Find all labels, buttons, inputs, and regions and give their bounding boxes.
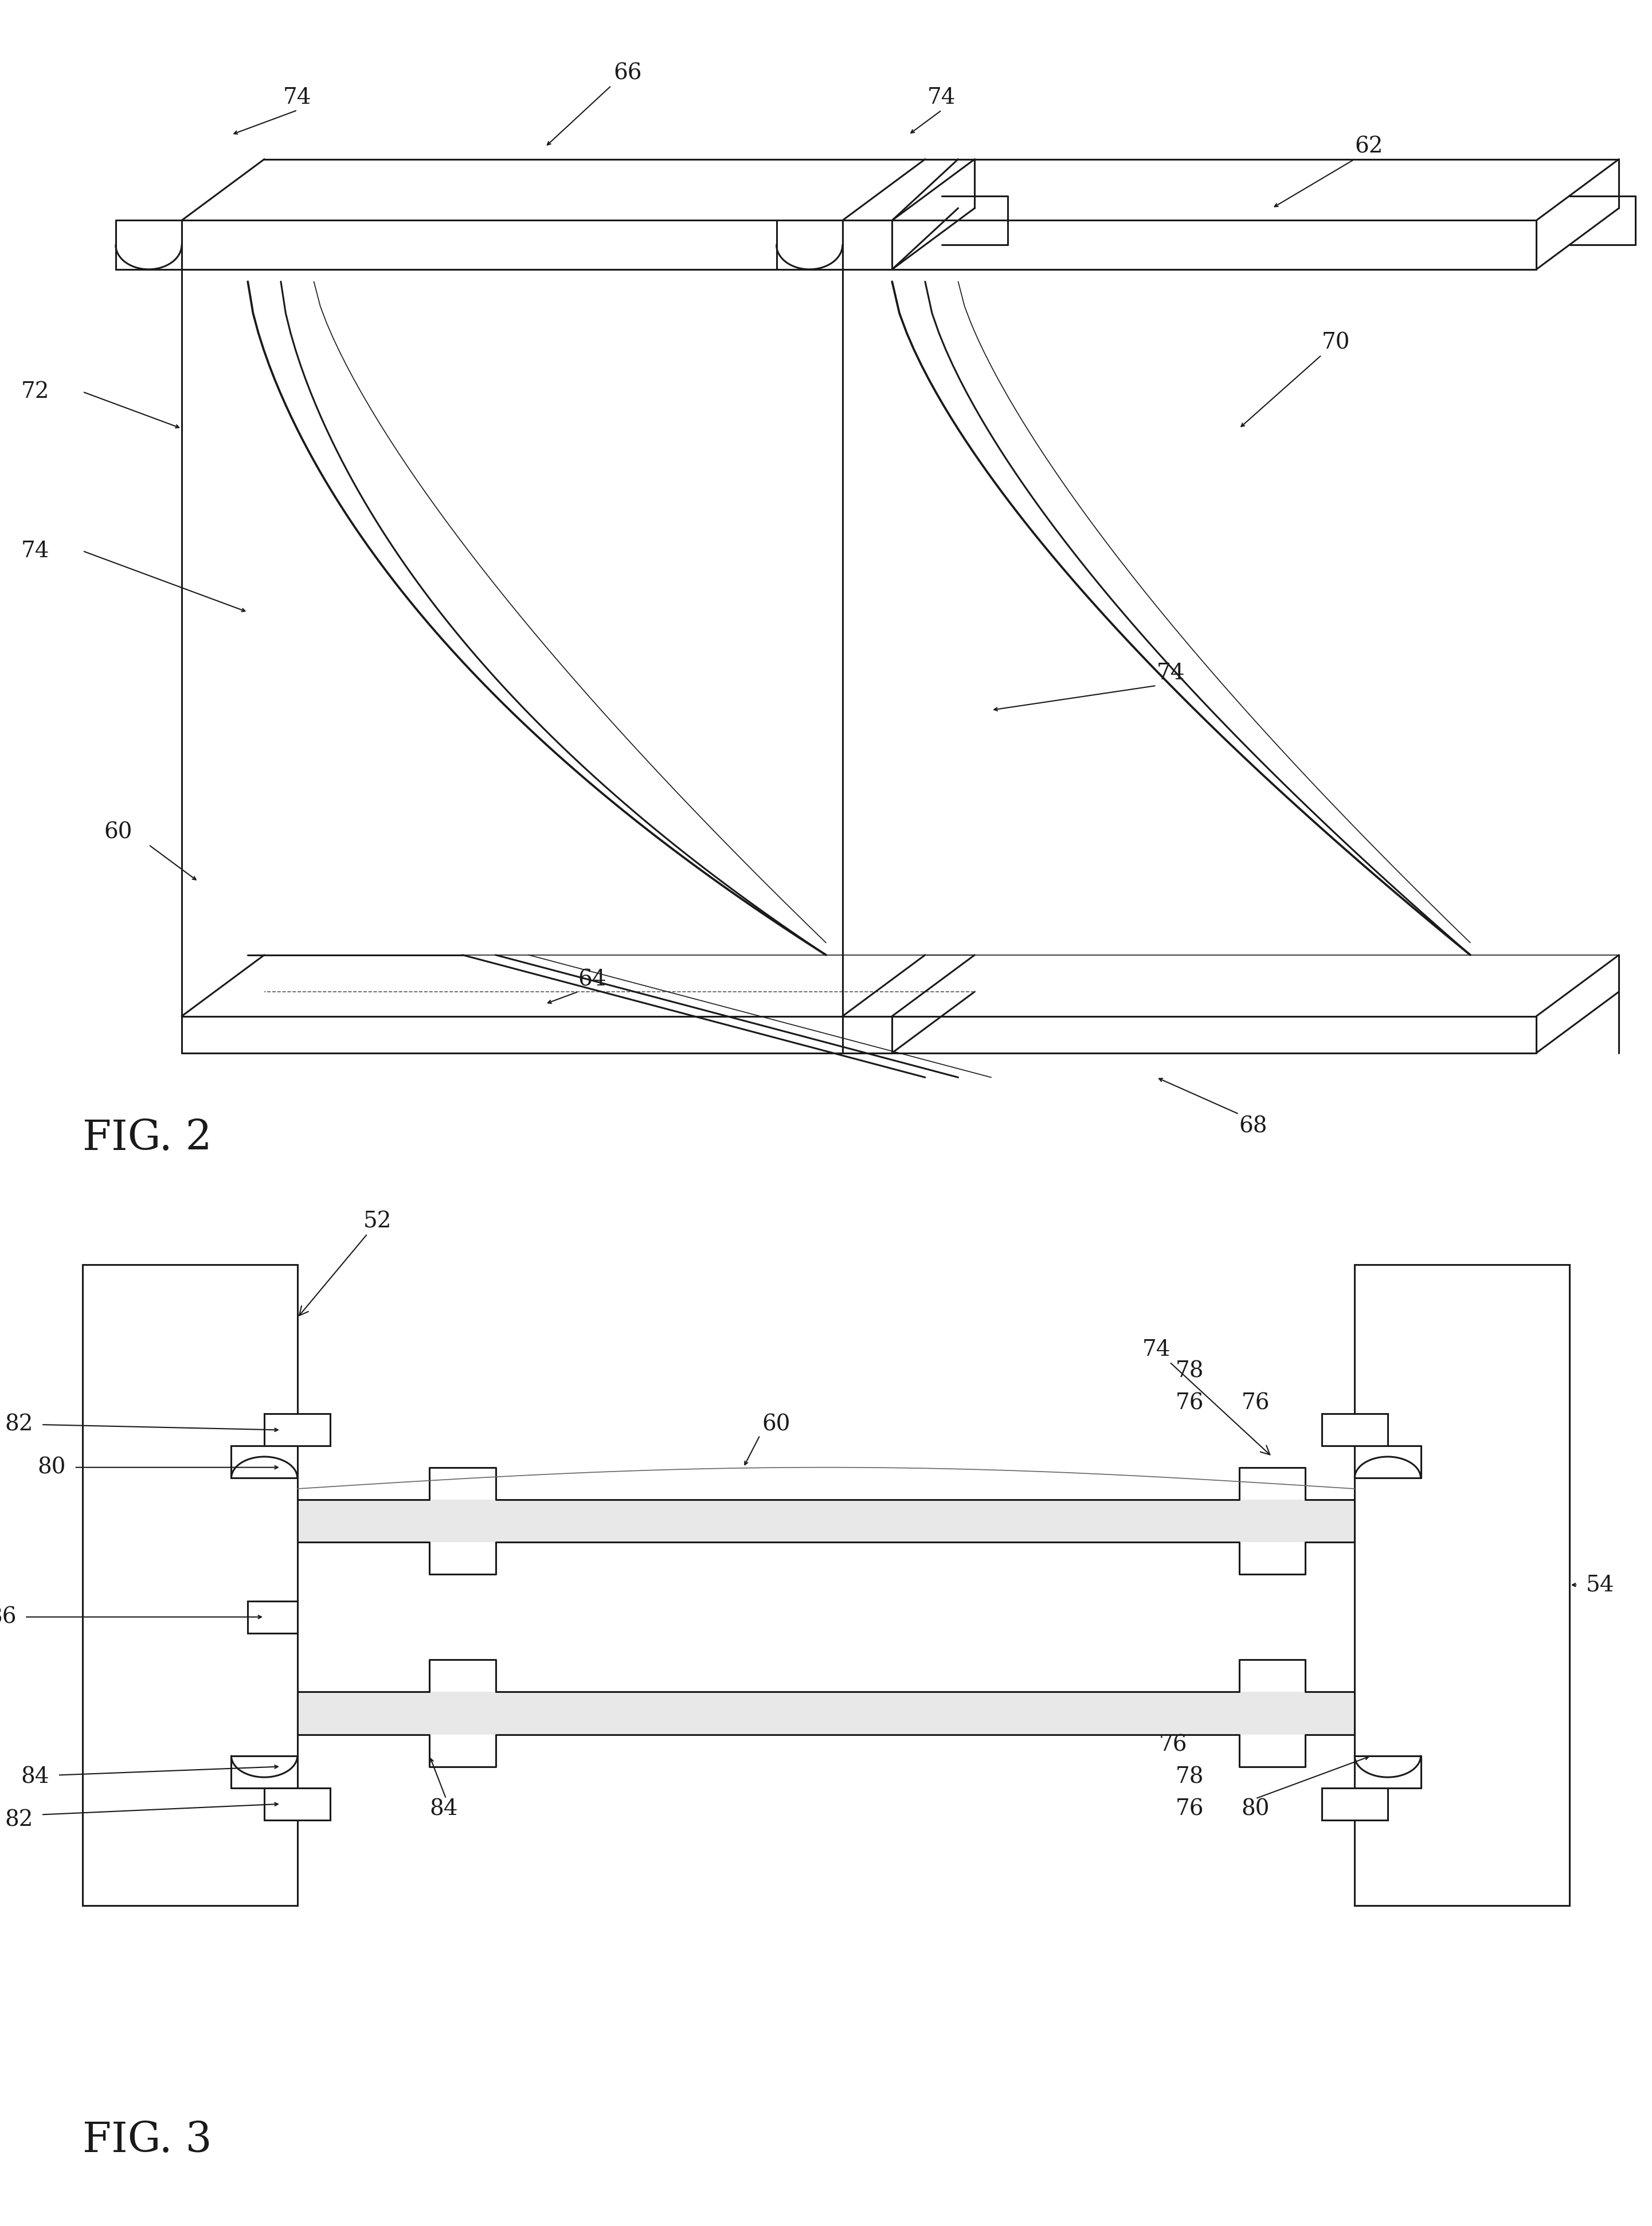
Text: 74: 74 bbox=[282, 87, 312, 109]
Bar bbox=[1355, 1264, 1569, 1905]
Text: 54: 54 bbox=[1586, 1574, 1614, 1596]
Bar bbox=[297, 1500, 1355, 1543]
Text: 60: 60 bbox=[104, 821, 132, 844]
Text: 64: 64 bbox=[578, 968, 606, 991]
Text: FIG. 3: FIG. 3 bbox=[83, 2121, 211, 2161]
Text: 62: 62 bbox=[1355, 136, 1383, 158]
Bar bbox=[1322, 1787, 1388, 1821]
Text: 80: 80 bbox=[1241, 1799, 1270, 1821]
Text: 60: 60 bbox=[762, 1414, 791, 1436]
Bar bbox=[297, 1692, 1355, 1734]
Text: 76: 76 bbox=[1175, 1799, 1204, 1821]
Text: 74: 74 bbox=[927, 87, 957, 109]
Text: 76: 76 bbox=[1158, 1734, 1188, 1756]
Text: 74: 74 bbox=[21, 541, 50, 561]
Text: 84: 84 bbox=[21, 1767, 50, 1787]
Text: 76: 76 bbox=[1241, 1393, 1270, 1414]
Bar bbox=[264, 1787, 330, 1821]
Text: 82: 82 bbox=[5, 1414, 33, 1436]
Text: FIG. 2: FIG. 2 bbox=[83, 1117, 211, 1160]
Text: 82: 82 bbox=[5, 1810, 33, 1830]
Text: 80: 80 bbox=[38, 1456, 66, 1478]
Text: 74: 74 bbox=[1142, 1340, 1270, 1456]
Text: 52: 52 bbox=[299, 1211, 392, 1316]
Text: 72: 72 bbox=[21, 381, 50, 403]
Text: 74: 74 bbox=[1156, 663, 1184, 683]
Bar bbox=[264, 1414, 330, 1447]
Bar bbox=[83, 1264, 297, 1905]
Text: 66: 66 bbox=[613, 62, 643, 85]
Text: 86: 86 bbox=[0, 1607, 17, 1627]
Text: 78: 78 bbox=[1175, 1767, 1204, 1787]
Text: 70: 70 bbox=[1322, 332, 1350, 354]
Bar bbox=[1322, 1414, 1388, 1447]
Text: 84: 84 bbox=[430, 1799, 458, 1821]
Bar bbox=[248, 1600, 297, 1634]
Text: 78: 78 bbox=[1175, 1360, 1204, 1382]
Text: 68: 68 bbox=[1239, 1115, 1267, 1137]
Text: 76: 76 bbox=[1175, 1393, 1204, 1414]
